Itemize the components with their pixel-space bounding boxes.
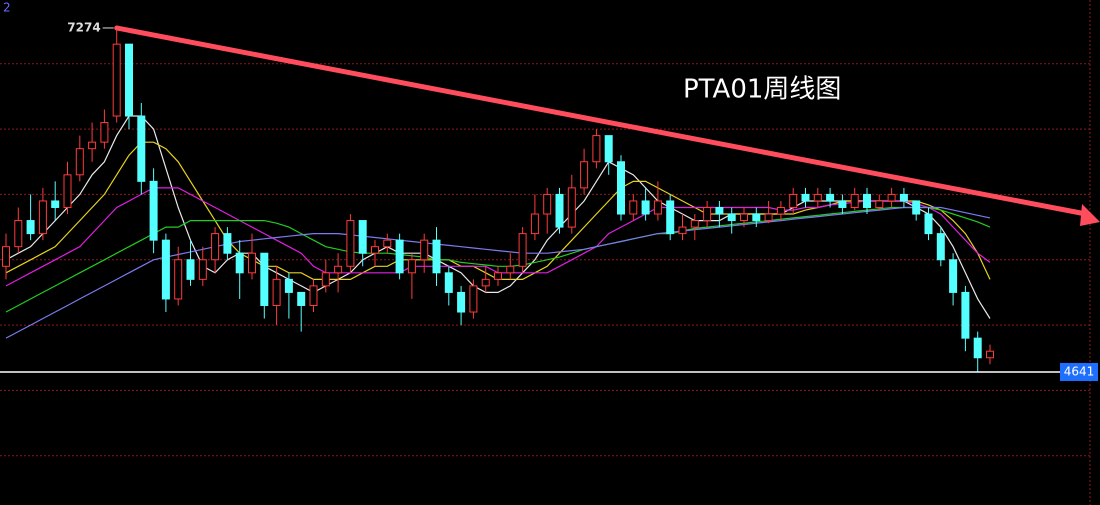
panel-id: 2 — [3, 1, 11, 15]
candle-body — [986, 350, 994, 359]
candle-body — [248, 252, 256, 274]
candle-body — [863, 193, 871, 208]
candle-body — [309, 285, 318, 306]
candle-body — [764, 213, 773, 222]
candle-body — [826, 193, 835, 202]
candle-body — [555, 193, 564, 228]
candle-body — [137, 115, 146, 182]
candle-body — [211, 233, 220, 261]
candle-body — [38, 200, 47, 235]
candle-body — [530, 213, 539, 235]
candle-body — [457, 291, 466, 313]
candle-body — [26, 220, 35, 235]
candle-body — [580, 161, 589, 189]
candle-body — [813, 193, 822, 202]
candle-body — [666, 200, 675, 235]
candle-body — [838, 200, 847, 208]
moving-average-line — [5, 115, 991, 319]
candle-body — [715, 206, 724, 215]
candle-body — [444, 272, 453, 293]
candle-body — [383, 239, 392, 248]
candle-body — [912, 200, 921, 215]
candle-body — [850, 193, 859, 208]
candle-body — [100, 122, 109, 143]
candle-body — [407, 259, 416, 274]
candle-body — [973, 337, 982, 359]
candle-body — [149, 180, 158, 241]
candle-body — [223, 233, 232, 254]
moving-average-line — [5, 206, 991, 339]
candle-body — [432, 239, 441, 274]
high-label: 7274 — [67, 20, 100, 34]
candle-body — [924, 213, 933, 235]
candle-body — [494, 272, 502, 280]
candle-body — [740, 213, 748, 222]
candle-body — [51, 200, 60, 208]
candle-body — [198, 259, 207, 280]
last-price-label: 4641 — [1064, 364, 1095, 378]
candle-body — [543, 193, 552, 215]
candle-body — [518, 233, 527, 267]
candle-body — [260, 252, 269, 306]
candle-body — [887, 193, 896, 202]
candle-body — [272, 278, 281, 306]
candle-body — [297, 291, 306, 306]
candle-body — [63, 174, 72, 208]
candle-body — [235, 252, 244, 274]
candle-body — [334, 265, 343, 274]
candle-body — [567, 187, 576, 228]
candle-body — [161, 239, 170, 300]
candle-body — [604, 135, 613, 163]
candle-body — [617, 161, 625, 215]
candle-body — [789, 193, 798, 208]
candle-body — [899, 193, 908, 202]
candle-body — [936, 233, 945, 261]
candle-body — [112, 43, 121, 117]
candle-body — [481, 278, 490, 287]
candle-body — [592, 135, 601, 163]
candle-body — [186, 259, 195, 280]
candle-body — [174, 259, 183, 300]
trend-arrow-head — [1080, 204, 1100, 226]
candle-body — [506, 265, 515, 274]
candle-body — [678, 226, 687, 235]
candle-body — [703, 206, 712, 222]
candle-body — [88, 141, 97, 150]
candle-body — [641, 200, 650, 215]
candle-body — [801, 193, 810, 202]
candle-body — [395, 239, 404, 274]
candle-body — [346, 220, 355, 267]
candle-body — [776, 206, 785, 215]
candle-body — [949, 259, 958, 293]
candle-body — [321, 272, 330, 287]
chart-title: PTA01周线图 — [683, 75, 841, 105]
candle-body — [469, 285, 478, 313]
candle-body — [358, 220, 367, 254]
trend-arrow — [114, 25, 1089, 217]
candle-body — [961, 291, 970, 339]
candle-body — [653, 200, 662, 215]
candle-body — [75, 148, 84, 176]
candle-body — [14, 220, 23, 248]
candle-body — [420, 239, 429, 261]
last-price-box — [1060, 362, 1098, 381]
candle-body — [875, 200, 884, 208]
candle-body — [727, 213, 736, 222]
candle-body — [125, 43, 133, 117]
candle-body — [371, 246, 379, 254]
candle-body — [752, 213, 761, 222]
candle-body — [284, 278, 293, 293]
candle-body — [629, 200, 638, 215]
candle-body — [2, 246, 10, 267]
candle-body — [690, 220, 699, 228]
